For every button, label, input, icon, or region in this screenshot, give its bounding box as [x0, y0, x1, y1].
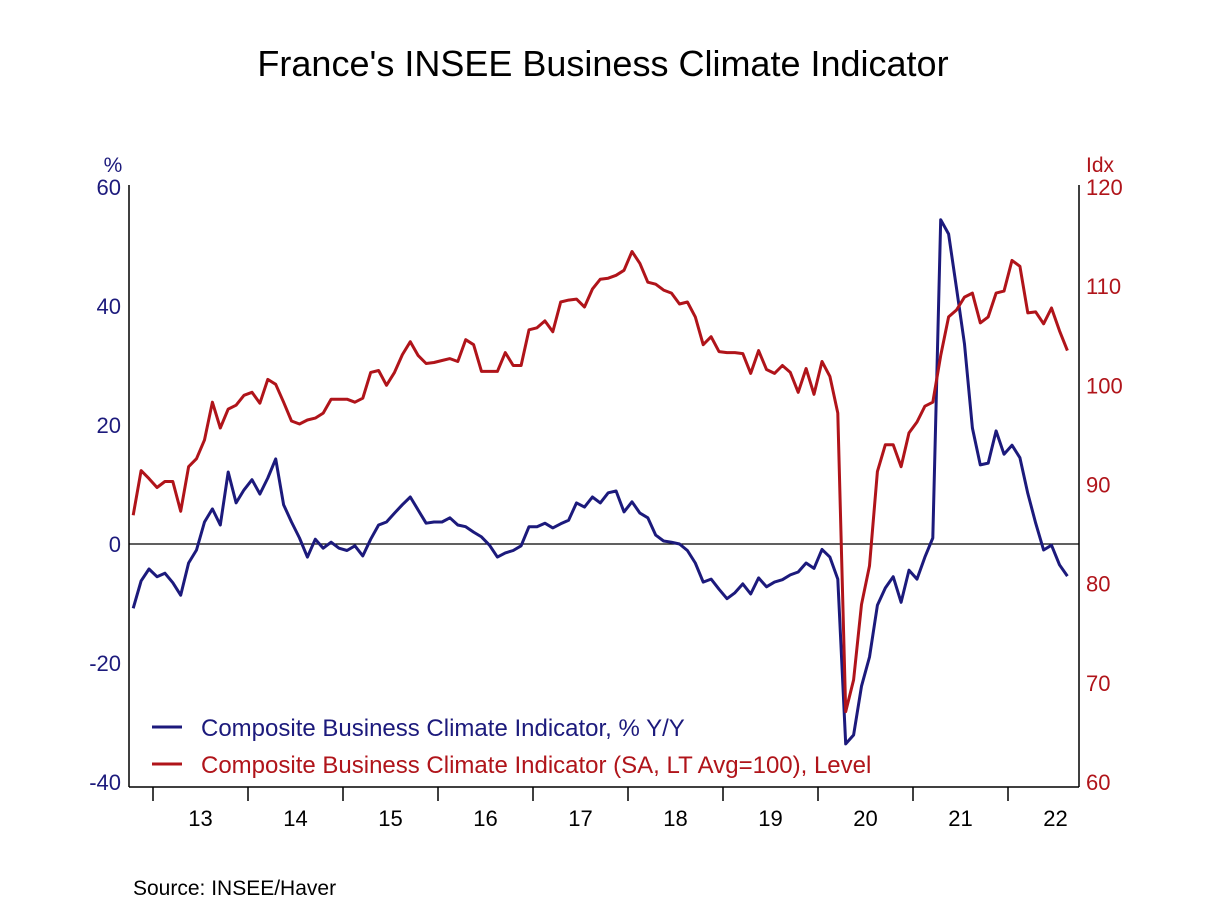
left-axis-unit: %: [104, 154, 123, 177]
legend-label-level: Composite Business Climate Indicator (SA…: [201, 752, 871, 779]
x-tick-label: 18: [663, 806, 687, 831]
x-tick-label: 17: [568, 806, 592, 831]
series-line-yoy: [131, 218, 1069, 746]
x-tick-label: 21: [948, 806, 972, 831]
x-tick-label: 19: [758, 806, 782, 831]
right-tick-label: 90: [1086, 473, 1110, 498]
x-tick-label: 14: [283, 806, 307, 831]
chart-title: France's INSEE Business Climate Indicato…: [257, 43, 948, 84]
x-tick-label: 20: [853, 806, 877, 831]
right-axis-tick-labels: 120 110 100 90 80 70 60: [1086, 175, 1123, 795]
right-tick-label: 120: [1086, 175, 1123, 200]
left-axis-tick-labels: 60 40 20 0 -20 -40: [89, 175, 121, 795]
series-group: [131, 218, 1069, 746]
x-tick-label: 22: [1043, 806, 1067, 831]
legend-label-yoy: Composite Business Climate Indicator, % …: [201, 715, 685, 742]
left-tick-label: 40: [97, 294, 121, 319]
right-tick-label: 80: [1086, 572, 1110, 597]
legend: Composite Business Climate Indicator, % …: [152, 715, 871, 779]
source-note: Source: INSEE/Haver: [133, 877, 336, 900]
series-line-level: [131, 250, 1069, 714]
left-tick-label: 20: [97, 413, 121, 438]
right-tick-label: 60: [1086, 770, 1110, 795]
left-tick-label: -20: [89, 651, 121, 676]
left-tick-label: 60: [97, 175, 121, 200]
right-axis-unit: Idx: [1086, 154, 1115, 177]
right-tick-label: 110: [1086, 274, 1121, 299]
right-tick-label: 70: [1086, 671, 1110, 696]
right-tick-label: 100: [1086, 373, 1123, 398]
x-axis-ticks: 13 14 15 16 17 18 19 20 21 22: [152, 787, 1068, 831]
x-tick-label: 16: [473, 806, 497, 831]
left-tick-label: -40: [89, 770, 121, 795]
x-tick-label: 15: [378, 806, 402, 831]
left-tick-label: 0: [109, 532, 121, 557]
x-tick-label: 13: [188, 806, 212, 831]
